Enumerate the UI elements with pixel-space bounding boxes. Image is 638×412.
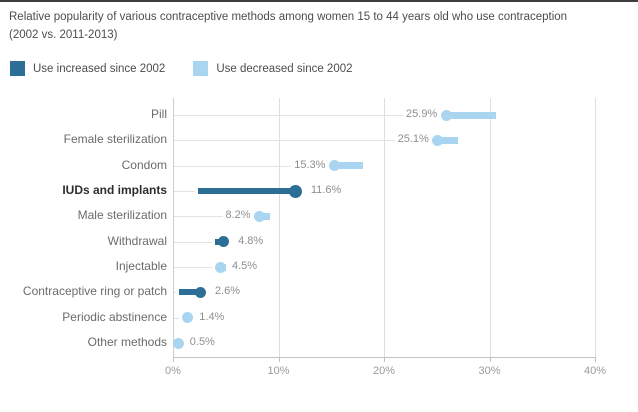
leader-line — [174, 292, 177, 294]
page-title-line2: (2002 vs. 2011-2013) — [9, 29, 118, 41]
category-label: Pill — [150, 107, 167, 121]
range-bar — [437, 136, 458, 144]
increased-swatch-icon — [10, 61, 25, 76]
axis-tick-label: 0% — [165, 365, 181, 377]
value-dot — [182, 312, 194, 324]
legend-item-decreased: Use decreased since 2002 — [193, 61, 353, 76]
category-label: Condom — [121, 157, 167, 172]
axis-tick-label: 30% — [478, 365, 501, 377]
category-label: Injectable — [115, 259, 167, 274]
category-label: Withdrawal — [107, 233, 167, 248]
gridline — [595, 98, 596, 357]
axis-tick — [173, 357, 174, 362]
leader-line — [174, 140, 395, 142]
gridline — [173, 98, 174, 357]
value-label: 8.2% — [225, 209, 251, 222]
category-label: Female sterilization — [63, 132, 167, 147]
axis-tick — [595, 357, 596, 362]
value-label: 25.1% — [397, 133, 429, 146]
value-dot — [254, 210, 265, 222]
value-label: 1.4% — [199, 310, 225, 323]
range-bar — [198, 188, 296, 195]
gridline — [384, 98, 385, 357]
value-label: 25.9% — [406, 108, 438, 120]
value-label: 4.5% — [231, 260, 258, 273]
category-label: Contraceptive ring or patch — [22, 284, 167, 299]
legend-label-decreased: Use decreased since 2002 — [216, 62, 353, 75]
decreased-swatch-icon — [193, 61, 209, 76]
category-label: Other methods — [87, 335, 167, 350]
value-label: 4.8% — [238, 234, 264, 247]
leader-line — [174, 165, 292, 167]
value-dot — [214, 261, 226, 273]
axis-tick — [278, 357, 280, 362]
value-label: 15.3% — [294, 158, 326, 171]
category-label: Male sterilization — [77, 208, 167, 223]
legend-label-increased: Use increased since 2002 — [33, 62, 166, 75]
legend-item-increased: Use increased since 2002 — [10, 61, 165, 76]
axis-tick-label: 20% — [372, 365, 396, 377]
range-bar — [334, 162, 363, 170]
gridline — [489, 98, 491, 357]
value-dot — [172, 337, 184, 349]
leader-line — [174, 115, 404, 116]
leader-line — [174, 216, 223, 218]
value-dot — [194, 286, 206, 298]
leader-line — [174, 241, 213, 243]
category-label: Periodic abstinence — [62, 309, 167, 324]
value-label: 11.6% — [310, 184, 342, 197]
range-bar — [446, 111, 496, 119]
value-label: 2.6% — [214, 285, 240, 298]
top-border-rule — [0, 0, 638, 2]
legend: Use increased since 2002 Use decreased s… — [10, 61, 353, 76]
range-bar — [179, 289, 201, 296]
value-dot — [218, 236, 230, 248]
axis-tick-label: 10% — [267, 365, 290, 377]
value-dot — [432, 134, 444, 146]
value-label: 0.5% — [189, 336, 215, 349]
leader-line — [174, 317, 180, 319]
leader-line — [174, 191, 196, 193]
leader-line — [174, 267, 212, 269]
value-dot — [440, 109, 452, 121]
category-label: IUDs and implants — [62, 183, 167, 198]
axis-tick — [489, 357, 491, 362]
axis-baseline — [173, 357, 595, 358]
value-dot — [288, 184, 302, 198]
page-title: Relative popularity of various contracep… — [9, 8, 624, 44]
axis-tick-label: 40% — [583, 365, 607, 377]
page-title-line1: Relative popularity of various contracep… — [9, 11, 568, 23]
axis-tick — [384, 357, 385, 362]
gridline — [278, 98, 280, 357]
value-dot — [328, 160, 340, 172]
